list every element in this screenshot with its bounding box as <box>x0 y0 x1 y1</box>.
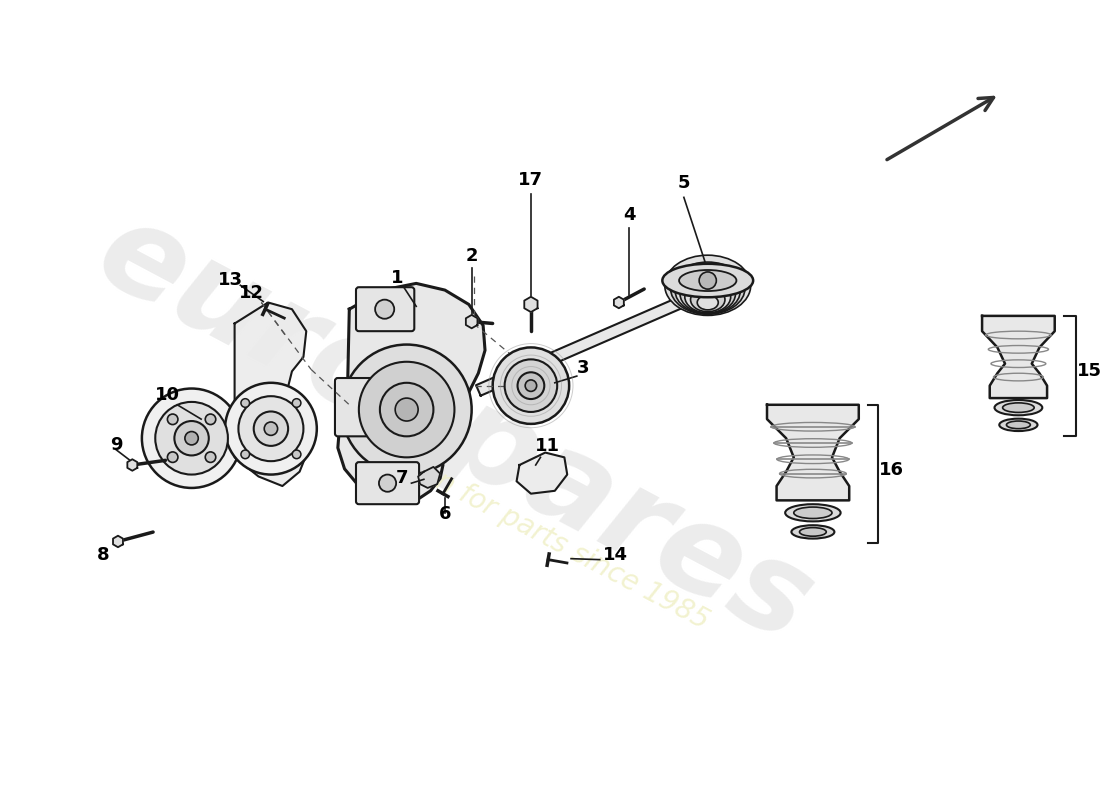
Polygon shape <box>113 536 123 547</box>
Ellipse shape <box>525 380 537 391</box>
Text: 4: 4 <box>623 206 636 224</box>
Ellipse shape <box>517 372 544 399</box>
Ellipse shape <box>691 287 725 312</box>
Text: 12: 12 <box>240 284 264 302</box>
Text: 9: 9 <box>110 436 122 454</box>
Ellipse shape <box>505 359 558 412</box>
Text: 2: 2 <box>465 247 477 266</box>
Circle shape <box>241 398 250 407</box>
Text: 14: 14 <box>603 546 627 564</box>
Ellipse shape <box>679 270 736 291</box>
Text: 3: 3 <box>578 359 590 378</box>
Circle shape <box>254 411 288 446</box>
Polygon shape <box>476 290 701 396</box>
Circle shape <box>395 398 418 421</box>
Polygon shape <box>338 283 485 503</box>
Text: 6: 6 <box>439 506 451 523</box>
Ellipse shape <box>791 526 835 538</box>
Text: 17: 17 <box>518 171 543 189</box>
Ellipse shape <box>1006 421 1031 429</box>
Polygon shape <box>466 315 477 328</box>
Ellipse shape <box>493 347 569 424</box>
Text: 8: 8 <box>97 546 109 564</box>
Circle shape <box>226 382 317 474</box>
Polygon shape <box>614 297 624 308</box>
Ellipse shape <box>994 400 1043 415</box>
Ellipse shape <box>794 507 832 518</box>
Circle shape <box>359 362 454 458</box>
Text: 1: 1 <box>390 270 404 287</box>
Text: 16: 16 <box>879 461 904 478</box>
Ellipse shape <box>685 281 730 313</box>
FancyBboxPatch shape <box>336 378 374 436</box>
FancyBboxPatch shape <box>356 287 415 331</box>
Circle shape <box>264 422 277 435</box>
Ellipse shape <box>785 504 840 522</box>
Ellipse shape <box>800 528 826 536</box>
Polygon shape <box>234 302 307 486</box>
Circle shape <box>167 414 178 425</box>
Ellipse shape <box>664 255 751 315</box>
FancyBboxPatch shape <box>356 462 419 504</box>
Circle shape <box>241 450 250 458</box>
Text: a passion for parts since 1985: a passion for parts since 1985 <box>330 414 713 635</box>
Circle shape <box>700 272 716 289</box>
Text: 15: 15 <box>1077 362 1100 380</box>
Circle shape <box>293 398 301 407</box>
Polygon shape <box>418 467 440 488</box>
Polygon shape <box>517 453 568 494</box>
Circle shape <box>293 450 301 458</box>
Text: 11: 11 <box>535 437 560 454</box>
Polygon shape <box>767 405 859 500</box>
Ellipse shape <box>675 268 740 314</box>
Text: 7: 7 <box>396 469 408 487</box>
Circle shape <box>342 345 472 474</box>
Text: 10: 10 <box>155 386 180 404</box>
Ellipse shape <box>697 295 718 310</box>
Circle shape <box>206 452 216 462</box>
Circle shape <box>155 402 228 474</box>
Circle shape <box>375 300 394 318</box>
Ellipse shape <box>662 264 754 298</box>
Text: 13: 13 <box>218 271 243 290</box>
Text: 5: 5 <box>678 174 690 192</box>
Polygon shape <box>128 459 138 470</box>
Ellipse shape <box>671 262 745 314</box>
Circle shape <box>206 414 216 425</box>
Circle shape <box>142 389 241 488</box>
Polygon shape <box>525 297 538 312</box>
Circle shape <box>379 382 433 436</box>
Text: eurospares: eurospares <box>77 190 832 667</box>
Ellipse shape <box>1002 403 1034 413</box>
Ellipse shape <box>680 274 736 314</box>
Ellipse shape <box>999 418 1037 431</box>
Circle shape <box>378 474 396 492</box>
Circle shape <box>167 452 178 462</box>
Circle shape <box>239 396 304 461</box>
Circle shape <box>175 421 209 455</box>
Polygon shape <box>982 316 1055 398</box>
Circle shape <box>185 431 198 445</box>
